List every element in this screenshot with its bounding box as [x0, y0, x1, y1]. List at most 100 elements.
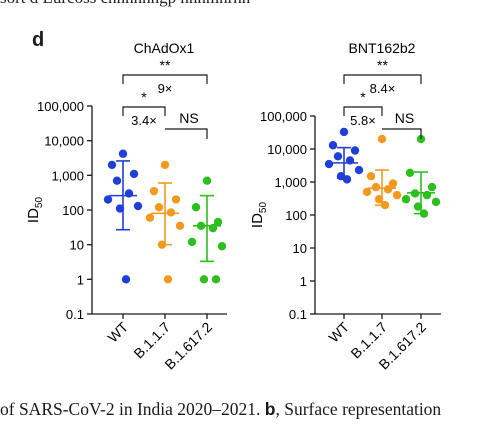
- data-point: [160, 160, 170, 170]
- data-point: [171, 195, 181, 204]
- chart-panel-2: BNT162b2 0.1 1 10 100 1,000 10,000 100,000 ID50 W…: [249, 40, 441, 373]
- y-axis-label-main: ID: [25, 208, 42, 223]
- cropped-text-top: sort d Lurcoss cnnnnnngp nnnmnrnn: [0, 0, 480, 8]
- bracket-line: [382, 128, 422, 139]
- fold-change-label: 3.4×: [131, 113, 157, 128]
- data-point: [118, 149, 128, 158]
- data-point: [217, 242, 227, 251]
- data-point: [166, 208, 176, 217]
- data-point: [112, 176, 122, 185]
- y-tick-label: 1: [77, 272, 84, 287]
- chart-title: BNT162b2: [349, 40, 416, 56]
- data-point: [431, 197, 441, 207]
- data-point: [211, 275, 221, 284]
- bracket-label: NS: [395, 110, 414, 126]
- data-point: [202, 176, 212, 185]
- fold-change-label: 5.8×: [350, 113, 376, 128]
- significance-bracket: * 3.4×: [122, 89, 166, 128]
- y-tick-label: 1,000: [274, 175, 307, 190]
- data-point: [107, 160, 117, 170]
- data-point: [129, 169, 139, 179]
- bracket-line: [122, 106, 166, 116]
- bracket-line: [343, 74, 422, 84]
- y-tick-label: 100: [62, 203, 84, 218]
- data-point: [163, 275, 173, 284]
- data-point: [191, 203, 201, 212]
- y-tick-label: 100,000: [37, 99, 84, 114]
- y-axis-label-main: ID: [249, 213, 266, 228]
- data-point: [354, 165, 364, 175]
- figure-caption: of SARS-CoV-2 in India 2020–2021. b, Sur…: [0, 399, 480, 420]
- caption-prefix: of SARS-CoV-2 in India 2020–2021.: [0, 399, 265, 419]
- bracket-line: [343, 106, 383, 116]
- data-point: [427, 182, 437, 192]
- x-tick-label: WT: [325, 318, 352, 345]
- data-point: [413, 202, 423, 211]
- data-point: [213, 217, 223, 227]
- y-tick-label: 0.1: [289, 307, 307, 322]
- fold-change-label: 8.4×: [370, 81, 396, 96]
- data-point: [121, 275, 131, 284]
- bracket-label: **: [377, 57, 388, 73]
- data-point: [328, 141, 338, 150]
- series-B-1-617-2: [187, 176, 227, 284]
- y-tick-label: 10,000: [267, 142, 307, 157]
- y-axis-label: ID50: [25, 197, 45, 224]
- y-tick-label: 1: [300, 274, 307, 289]
- data-point: [175, 221, 185, 231]
- y-tick-label: 100: [285, 208, 307, 223]
- data-point: [374, 195, 384, 204]
- fold-change-label: 9×: [158, 81, 173, 96]
- data-point: [392, 190, 402, 200]
- y-tick-label: 0.1: [66, 307, 84, 322]
- data-point: [333, 152, 343, 161]
- y-tick-label: 10: [293, 241, 307, 256]
- data-point: [133, 201, 143, 211]
- series-B-1-617-2: [401, 134, 441, 218]
- data-point: [405, 168, 415, 178]
- y-tick-label: 10: [70, 238, 84, 253]
- data-point: [416, 134, 426, 144]
- data-point: [339, 127, 349, 137]
- data-point: [366, 171, 376, 181]
- data-point: [388, 179, 398, 188]
- significance-bracket: NS: [165, 110, 208, 139]
- significance-bracket: NS: [382, 110, 422, 139]
- series-B-1-1-7: [362, 134, 402, 210]
- significance-bracket: ** 9×: [122, 57, 208, 96]
- bracket-label: *: [360, 89, 366, 105]
- caption-suffix: , Surface representation: [275, 399, 442, 419]
- data-point: [362, 187, 372, 197]
- series-WT: [324, 127, 364, 184]
- y-tick-label: 1,000: [51, 168, 84, 183]
- y-tick-label: 100,000: [260, 109, 307, 124]
- chart-panel-1: ChAdOx1 0.1 1 10 100 1,000 10,000 100,000 ID50 WT…: [25, 40, 227, 373]
- bracket-label: *: [141, 89, 147, 105]
- bracket-line: [122, 74, 208, 84]
- chart-title: ChAdOx1: [134, 40, 195, 56]
- bracket-label: **: [160, 57, 171, 73]
- bracket-line: [165, 128, 208, 139]
- data-point: [350, 146, 360, 155]
- data-point: [115, 204, 125, 213]
- data-point: [324, 159, 334, 169]
- caption-bold: b: [264, 399, 276, 419]
- data-point: [383, 185, 393, 194]
- data-point: [103, 195, 113, 204]
- data-point: [149, 186, 159, 196]
- y-tick-label: 10,000: [44, 134, 84, 149]
- series-WT: [103, 149, 143, 284]
- data-point: [401, 195, 411, 204]
- significance-bracket: ** 8.4×: [343, 57, 422, 96]
- figure-canvas: ChAdOx10.11101001,00010,000100,000ID50WT…: [25, 40, 441, 373]
- significance-bracket: * 5.8×: [343, 89, 383, 128]
- data-point: [154, 203, 164, 212]
- data-point: [371, 182, 381, 192]
- bracket-label: NS: [179, 110, 198, 126]
- data-point: [199, 275, 209, 284]
- x-tick-label: WT: [104, 318, 131, 345]
- data-point: [187, 237, 197, 247]
- y-axis-label-subscript: 50: [34, 197, 45, 209]
- y-axis-label-subscript: 50: [258, 202, 269, 214]
- series-B-1-1-7: [145, 160, 185, 284]
